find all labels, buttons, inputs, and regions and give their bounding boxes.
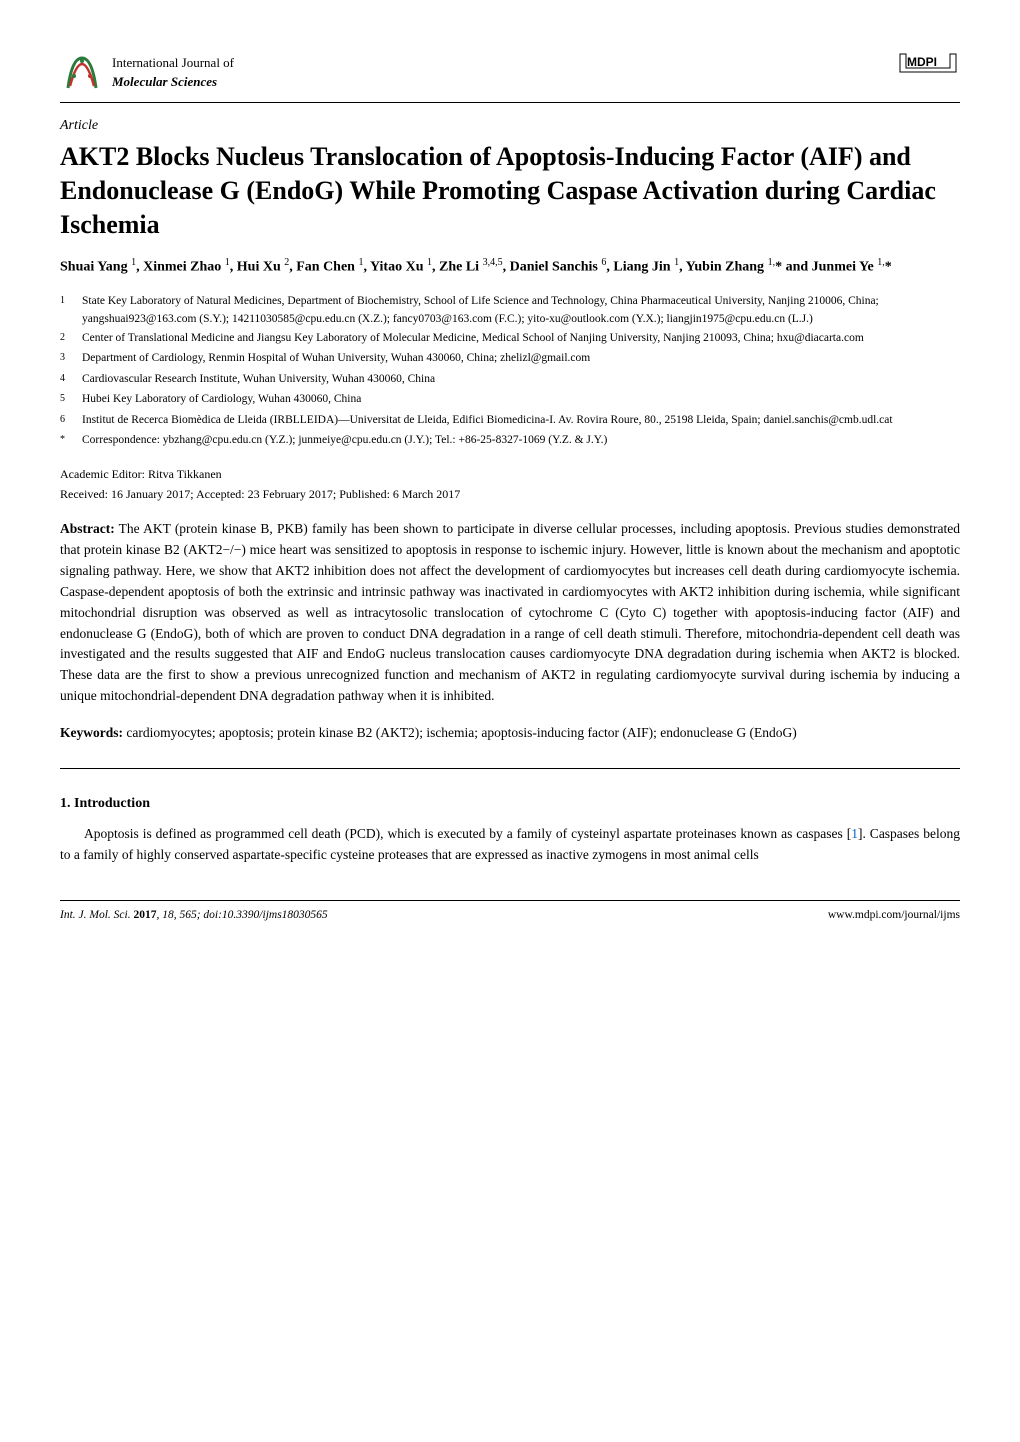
citation-link[interactable]: 1 bbox=[851, 826, 858, 841]
body-paragraph: Apoptosis is defined as programmed cell … bbox=[60, 824, 960, 866]
journal-name-line1: International Journal of bbox=[112, 53, 234, 73]
publisher-logo: MDPI bbox=[896, 50, 960, 86]
footer-journal-abbrev: Int. J. Mol. Sci. bbox=[60, 909, 133, 921]
affiliation-row: 2 Center of Translational Medicine and Ji… bbox=[60, 330, 960, 349]
affiliation-text: Cardiovascular Research Institute, Wuhan… bbox=[82, 371, 960, 390]
affiliation-number: 2 bbox=[60, 330, 74, 349]
affiliation-number: * bbox=[60, 432, 74, 451]
affiliation-number: 6 bbox=[60, 412, 74, 431]
article-title: AKT2 Blocks Nucleus Translocation of Apo… bbox=[60, 140, 960, 241]
abstract-label: Abstract: bbox=[60, 521, 115, 536]
affiliation-number: 5 bbox=[60, 391, 74, 410]
para-text-pre: Apoptosis is defined as programmed cell … bbox=[84, 826, 851, 841]
abstract-text: The AKT (protein kinase B, PKB) family h… bbox=[60, 521, 960, 703]
section-heading: 1. Introduction bbox=[60, 793, 960, 814]
academic-editor: Academic Editor: Ritva Tikkanen bbox=[60, 465, 960, 483]
page-header: International Journal of Molecular Scien… bbox=[60, 50, 960, 103]
page-footer: Int. J. Mol. Sci. 2017, 18, 565; doi:10.… bbox=[60, 900, 960, 924]
affiliation-row: * Correspondence: ybzhang@cpu.edu.cn (Y.Z… bbox=[60, 432, 960, 451]
journal-brand: International Journal of Molecular Scien… bbox=[60, 50, 234, 94]
footer-right: www.mdpi.com/journal/ijms bbox=[828, 907, 960, 924]
affiliation-row: 1State Key Laboratory of Natural Medicin… bbox=[60, 293, 960, 328]
authors-line: Shuai Yang 1, Xinmei Zhao 1, Hui Xu 2, F… bbox=[60, 255, 960, 279]
section-divider bbox=[60, 768, 960, 769]
affiliation-text: Hubei Key Laboratory of Cardiology, Wuha… bbox=[82, 391, 960, 410]
affiliation-text: Department of Cardiology, Renmin Hospita… bbox=[82, 350, 960, 369]
footer-citation-rest: , 18, 565; doi:10.3390/ijms18030565 bbox=[156, 909, 327, 921]
affiliation-text: Correspondence: ybzhang@cpu.edu.cn (Y.Z.… bbox=[82, 432, 960, 451]
affiliation-row: 3 Department of Cardiology, Renmin Hospit… bbox=[60, 350, 960, 369]
svg-text:MDPI: MDPI bbox=[907, 55, 937, 69]
affiliations: 1State Key Laboratory of Natural Medicin… bbox=[60, 293, 960, 451]
journal-logo-icon bbox=[60, 50, 104, 94]
affiliation-number: 1 bbox=[60, 293, 74, 328]
article-type: Article bbox=[60, 115, 960, 136]
affiliation-text: Center of Translational Medicine and Jia… bbox=[82, 330, 960, 349]
keywords-text: cardiomyocytes; apoptosis; protein kinas… bbox=[123, 725, 797, 740]
abstract: Abstract: The AKT (protein kinase B, PKB… bbox=[60, 519, 960, 707]
keywords: Keywords: cardiomyocytes; apoptosis; pro… bbox=[60, 723, 960, 744]
affiliation-row: 5 Hubei Key Laboratory of Cardiology, Wuh… bbox=[60, 391, 960, 410]
keywords-label: Keywords: bbox=[60, 725, 123, 740]
footer-left: Int. J. Mol. Sci. 2017, 18, 565; doi:10.… bbox=[60, 907, 328, 924]
journal-name-line2: Molecular Sciences bbox=[112, 72, 234, 92]
affiliation-text: State Key Laboratory of Natural Medicine… bbox=[82, 293, 960, 328]
affiliation-number: 3 bbox=[60, 350, 74, 369]
article-dates: Received: 16 January 2017; Accepted: 23 … bbox=[60, 485, 960, 503]
affiliation-row: 4 Cardiovascular Research Institute, Wuha… bbox=[60, 371, 960, 390]
affiliation-row: 6 Institut de Recerca Biomèdica de Lleida… bbox=[60, 412, 960, 431]
journal-name: International Journal of Molecular Scien… bbox=[112, 53, 234, 92]
affiliation-text: Institut de Recerca Biomèdica de Lleida … bbox=[82, 412, 960, 431]
affiliation-number: 4 bbox=[60, 371, 74, 390]
footer-year: 2017 bbox=[133, 909, 156, 921]
